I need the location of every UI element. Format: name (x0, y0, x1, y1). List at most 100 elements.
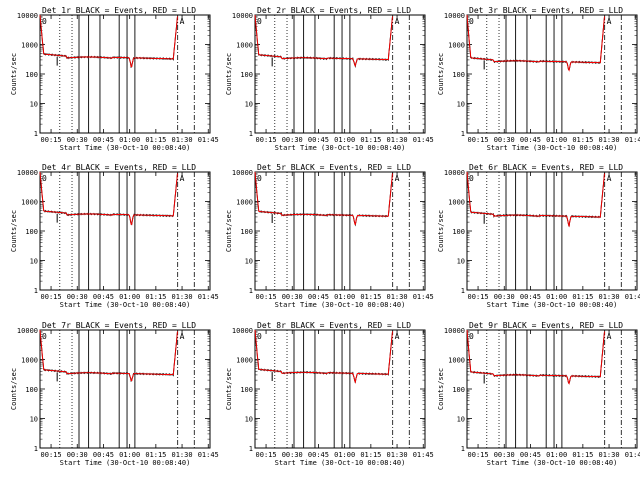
x-tick-label: 00:15 (256, 293, 277, 301)
corner-mark-right: A (607, 17, 612, 26)
chart-panel-1: Det 1r BLACK = Events, RED = LLD 1 10 100 10… (10, 6, 219, 152)
y-tick-label: 10 (245, 101, 253, 109)
plot-frame (39, 171, 211, 291)
x-tick-label: 01:45 (625, 451, 640, 459)
y-tick-label: 100 (452, 71, 465, 79)
series-lld-line (39, 14, 178, 68)
y-tick-label: 1 (34, 445, 38, 453)
x-axis-label: Start Time (30-Oct-10 00:08:40) (60, 301, 191, 309)
corner-mark-left: 0 (257, 17, 262, 26)
x-tick-label: 00:15 (468, 293, 489, 301)
x-tick-label: 01:45 (625, 293, 640, 301)
x-tick-label: 01:15 (360, 451, 381, 459)
x-tick-label: 01:30 (599, 136, 620, 144)
corner-mark-left: 0 (42, 332, 47, 341)
y-tick-label: 1000 (236, 357, 253, 365)
plot-frame (254, 14, 426, 134)
x-tick-label: 01:15 (145, 293, 166, 301)
y-axis-label: Counts/sec (225, 210, 233, 252)
y-tick-label: 1 (249, 287, 253, 295)
chart-title: Det 2r BLACK = Events, RED = LLD (257, 6, 411, 15)
y-tick-label: 1 (34, 287, 38, 295)
x-tick-label: 01:15 (572, 293, 593, 301)
x-tick-label: 01:15 (572, 451, 593, 459)
x-tick-label: 01:00 (334, 136, 355, 144)
y-tick-label: 100 (240, 228, 253, 236)
y-tick-label: 10 (30, 258, 38, 266)
series-lld-line (39, 329, 178, 382)
chart-panel-8: Det 8r BLACK = Events, RED = LLD 1 10 100 10… (225, 321, 434, 467)
y-axis-label: Counts/sec (10, 53, 18, 95)
x-tick-label: 01:45 (413, 136, 434, 144)
y-axis-label: Counts/sec (437, 53, 445, 95)
x-tick-label: 00:45 (520, 293, 541, 301)
y-tick-label: 1 (249, 445, 253, 453)
corner-mark-right: A (180, 17, 185, 26)
chart-title: Det 7r BLACK = Events, RED = LLD (42, 321, 196, 330)
x-tick-label: 01:00 (546, 293, 567, 301)
y-tick-label: 1000 (236, 199, 253, 207)
series-events-line (39, 172, 178, 226)
x-axis-label: Start Time (30-Oct-10 00:08:40) (275, 459, 406, 467)
x-tick-label: 01:45 (198, 451, 219, 459)
corner-mark-left: 0 (42, 17, 47, 26)
corner-mark-left: 0 (469, 17, 474, 26)
x-tick-label: 00:45 (93, 136, 114, 144)
y-tick-label: 10 (30, 416, 38, 424)
x-tick-label: 01:30 (599, 293, 620, 301)
x-tick-label: 01:15 (572, 136, 593, 144)
x-tick-label: 01:30 (172, 451, 193, 459)
x-tick-label: 00:45 (308, 451, 329, 459)
y-tick-label: 100 (240, 71, 253, 79)
x-tick-label: 00:45 (308, 136, 329, 144)
x-tick-label: 00:45 (520, 451, 541, 459)
series-events-line (254, 172, 393, 227)
corner-mark-right: A (607, 174, 612, 183)
chart-title: Det 8r BLACK = Events, RED = LLD (257, 321, 411, 330)
x-tick-label: 00:45 (93, 451, 114, 459)
x-tick-label: 00:15 (41, 293, 62, 301)
corner-mark-right: A (180, 174, 185, 183)
x-tick-label: 01:30 (599, 451, 620, 459)
x-axis-label: Start Time (30-Oct-10 00:08:40) (487, 301, 618, 309)
x-tick-label: 00:30 (494, 451, 515, 459)
y-tick-label: 100 (240, 386, 253, 394)
plot-frame (39, 329, 211, 449)
y-tick-label: 1000 (448, 357, 465, 365)
x-axis-label: Start Time (30-Oct-10 00:08:40) (487, 144, 618, 152)
x-tick-label: 01:00 (119, 293, 140, 301)
y-axis-label: Counts/sec (225, 368, 233, 410)
x-tick-label: 01:45 (198, 293, 219, 301)
x-tick-label: 00:30 (67, 451, 88, 459)
corner-mark-right: A (395, 332, 400, 341)
y-tick-label: 100 (452, 228, 465, 236)
y-tick-label: 1 (461, 287, 465, 295)
y-tick-label: 10 (457, 416, 465, 424)
x-tick-label: 01:15 (145, 451, 166, 459)
x-tick-label: 00:15 (256, 451, 277, 459)
x-tick-label: 00:30 (282, 136, 303, 144)
x-tick-label: 01:45 (413, 293, 434, 301)
x-axis-label: Start Time (30-Oct-10 00:08:40) (275, 144, 406, 152)
corner-mark-left: 0 (469, 174, 474, 183)
corner-mark-left: 0 (42, 174, 47, 183)
x-tick-label: 01:00 (546, 136, 567, 144)
y-tick-label: 10000 (17, 327, 38, 335)
chart-panel-4: Det 4r BLACK = Events, RED = LLD 1 10 100 10… (10, 163, 219, 309)
x-tick-label: 01:30 (387, 451, 408, 459)
x-tick-label: 01:45 (413, 451, 434, 459)
x-tick-label: 00:15 (468, 136, 489, 144)
chart-title: Det 1r BLACK = Events, RED = LLD (42, 6, 196, 15)
series-events-line (466, 172, 605, 227)
y-tick-label: 1000 (21, 357, 38, 365)
series-lld-line (466, 14, 605, 72)
y-tick-label: 10 (245, 258, 253, 266)
chart-title: Det 3r BLACK = Events, RED = LLD (469, 6, 623, 15)
x-tick-label: 00:45 (93, 293, 114, 301)
y-axis-label: Counts/sec (225, 53, 233, 95)
x-tick-label: 00:15 (41, 451, 62, 459)
x-tick-label: 00:15 (41, 136, 62, 144)
series-lld-line (254, 14, 393, 68)
y-tick-label: 10 (457, 258, 465, 266)
